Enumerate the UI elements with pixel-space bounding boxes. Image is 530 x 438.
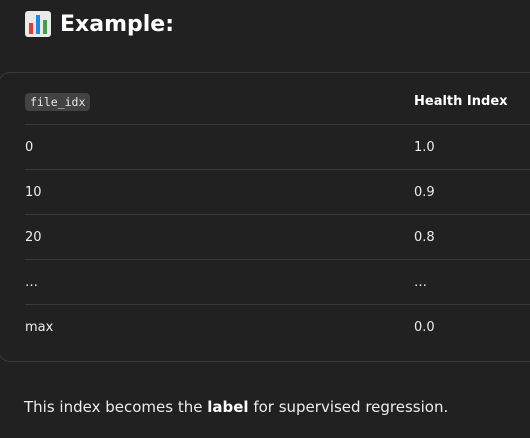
cell-health-index: 0.8 xyxy=(414,215,435,259)
table-header-row: file_idx Health Index xyxy=(25,79,530,125)
cell-health-index: … xyxy=(414,260,427,304)
heading-text: Example: xyxy=(60,12,174,37)
table-row: 0 1.0 xyxy=(25,125,530,170)
explanation-paragraph: This index becomes the label for supervi… xyxy=(24,398,448,416)
table-row: max 0.0 xyxy=(25,305,530,350)
cell-health-index: 0.9 xyxy=(414,170,435,214)
table-row: 20 0.8 xyxy=(25,215,530,260)
column-header-health-index: Health Index xyxy=(414,79,508,124)
cell-file-idx: 10 xyxy=(25,170,42,214)
data-table: file_idx Health Index 0 1.0 10 0.9 20 0.… xyxy=(0,72,530,362)
paragraph-bold-label: label xyxy=(207,398,248,416)
paragraph-text-before: This index becomes the xyxy=(24,398,207,416)
paragraph-text-after: for supervised regression. xyxy=(249,398,449,416)
table-row: … … xyxy=(25,260,530,305)
cell-file-idx: 20 xyxy=(25,215,42,259)
table-row: 10 0.9 xyxy=(25,170,530,215)
cell-file-idx: 0 xyxy=(25,125,33,169)
cell-health-index: 0.0 xyxy=(414,305,435,350)
cell-file-idx: max xyxy=(25,305,53,350)
column-header-file-idx: file_idx xyxy=(25,93,90,111)
cell-health-index: 1.0 xyxy=(414,125,435,169)
bar-chart-icon xyxy=(24,10,52,38)
section-heading: Example: xyxy=(24,8,174,40)
cell-file-idx: … xyxy=(25,260,38,304)
